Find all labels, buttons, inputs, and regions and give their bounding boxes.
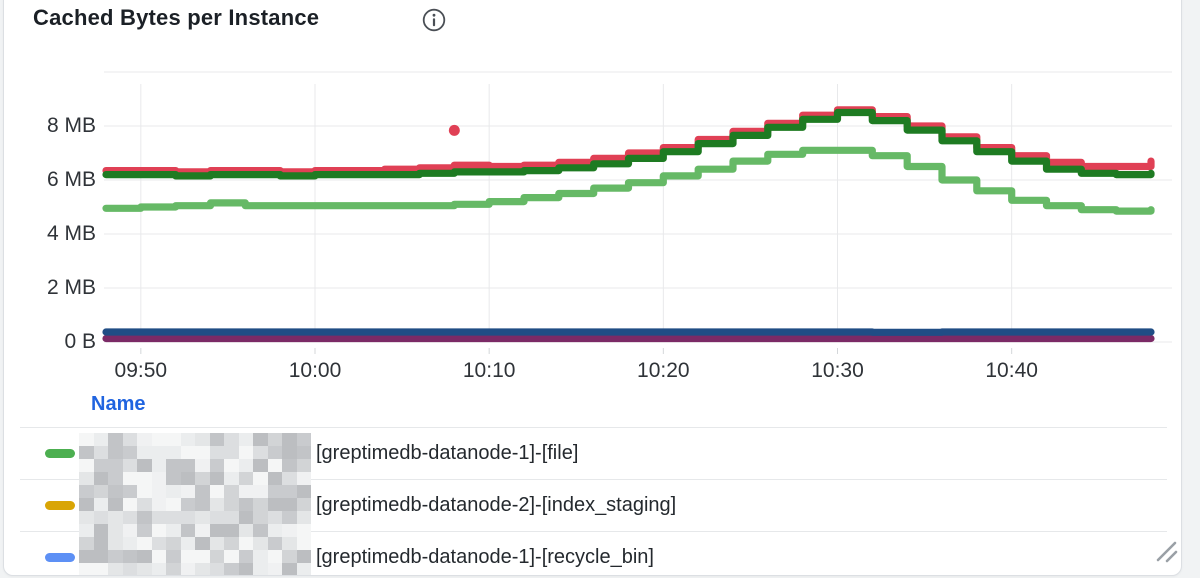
x-tick-label: 10:30 [811,359,864,382]
resize-handle-icon[interactable] [1152,537,1180,565]
series-color-dash [45,501,75,510]
x-tick-label: 10:10 [462,359,516,382]
legend-series-label: [greptimedb-datanode-1]-[file] [316,442,579,464]
info-icon[interactable] [421,7,447,33]
y-tick-label: 8 MB [46,114,96,137]
legend-row[interactable]: [greptimedb-datanode-2]-[index_staging] [4,479,1164,531]
y-tick-label: 4 MB [46,222,96,245]
x-tick-label: 10:40 [985,359,1038,382]
series-line-series-light-green[interactable] [102,146,1155,215]
series-color-dash [45,553,75,562]
series-color-dash [45,449,75,458]
chart-plot [102,71,1172,354]
row-divider [20,479,1167,480]
x-tick-label: 10:20 [637,359,690,382]
panel-card: Cached Bytes per Instance 0 B 2 MB 4 MB 6 M… [3,0,1182,576]
x-tick-label: 09:50 [114,359,168,382]
row-divider [20,427,1167,428]
page-title: Cached Bytes per Instance [33,5,320,30]
y-tick-label: 6 MB [46,168,96,191]
legend-header-name[interactable]: Name [91,393,146,415]
outlier-point[interactable] [448,124,460,136]
legend-row[interactable]: [greptimedb-datanode-1]-[file] [4,427,1164,479]
legend-series-label: [greptimedb-datanode-1]-[recycle_bin] [316,546,654,568]
row-divider [20,531,1167,532]
series-line-series-dark-green[interactable] [102,108,1155,180]
legend-series-label: [greptimedb-datanode-2]-[index_staging] [316,494,677,516]
y-tick-label: 0 B [64,330,96,353]
redacted-region [79,433,311,575]
legend-row[interactable]: [greptimedb-datanode-1]-[recycle_bin] [4,531,1164,575]
x-tick-label: 10:00 [288,359,342,382]
y-tick-label: 2 MB [46,276,96,299]
